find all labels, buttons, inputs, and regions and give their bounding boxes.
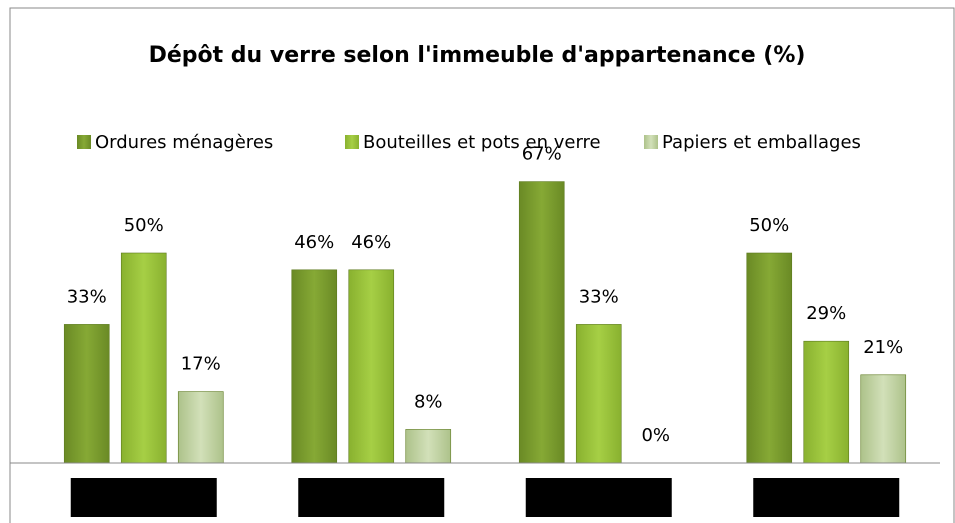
data-label: 33% [67, 286, 107, 307]
data-label: 17% [181, 354, 221, 375]
bar [518, 181, 565, 464]
bar [63, 324, 110, 464]
data-label: 0% [641, 425, 670, 446]
redacted-category-label [70, 478, 217, 517]
legend-swatch [77, 135, 91, 149]
bar [348, 269, 395, 464]
bar [803, 340, 850, 464]
legend: Ordures ménagères Bouteilles et pots en … [77, 132, 861, 153]
data-label: 21% [863, 337, 903, 358]
redacted-category-label [525, 478, 672, 517]
bar [746, 252, 793, 464]
bar [177, 391, 224, 464]
bar [120, 252, 167, 464]
data-label: 50% [124, 215, 164, 236]
chart-title: Dépôt du verre selon l'immeuble d'appart… [149, 43, 806, 68]
bar [405, 429, 452, 464]
bar [575, 324, 622, 464]
legend-label: Papiers et emballages [662, 132, 861, 153]
data-label: 50% [749, 215, 789, 236]
data-label: 29% [806, 303, 846, 324]
legend-label: Ordures ménagères [95, 132, 273, 153]
data-label: 33% [579, 286, 619, 307]
data-label: 46% [351, 232, 391, 253]
legend-swatch [345, 135, 359, 149]
redacted-category-label [753, 478, 900, 517]
redacted-category-label [298, 478, 445, 517]
data-label: 46% [294, 232, 334, 253]
data-label: 8% [414, 391, 443, 412]
chart-frame [9, 7, 955, 523]
data-label: 67% [522, 144, 562, 165]
bar [860, 374, 907, 464]
legend-label: Bouteilles et pots en verre [363, 132, 601, 153]
bar [291, 269, 338, 464]
legend-swatch [644, 135, 658, 149]
